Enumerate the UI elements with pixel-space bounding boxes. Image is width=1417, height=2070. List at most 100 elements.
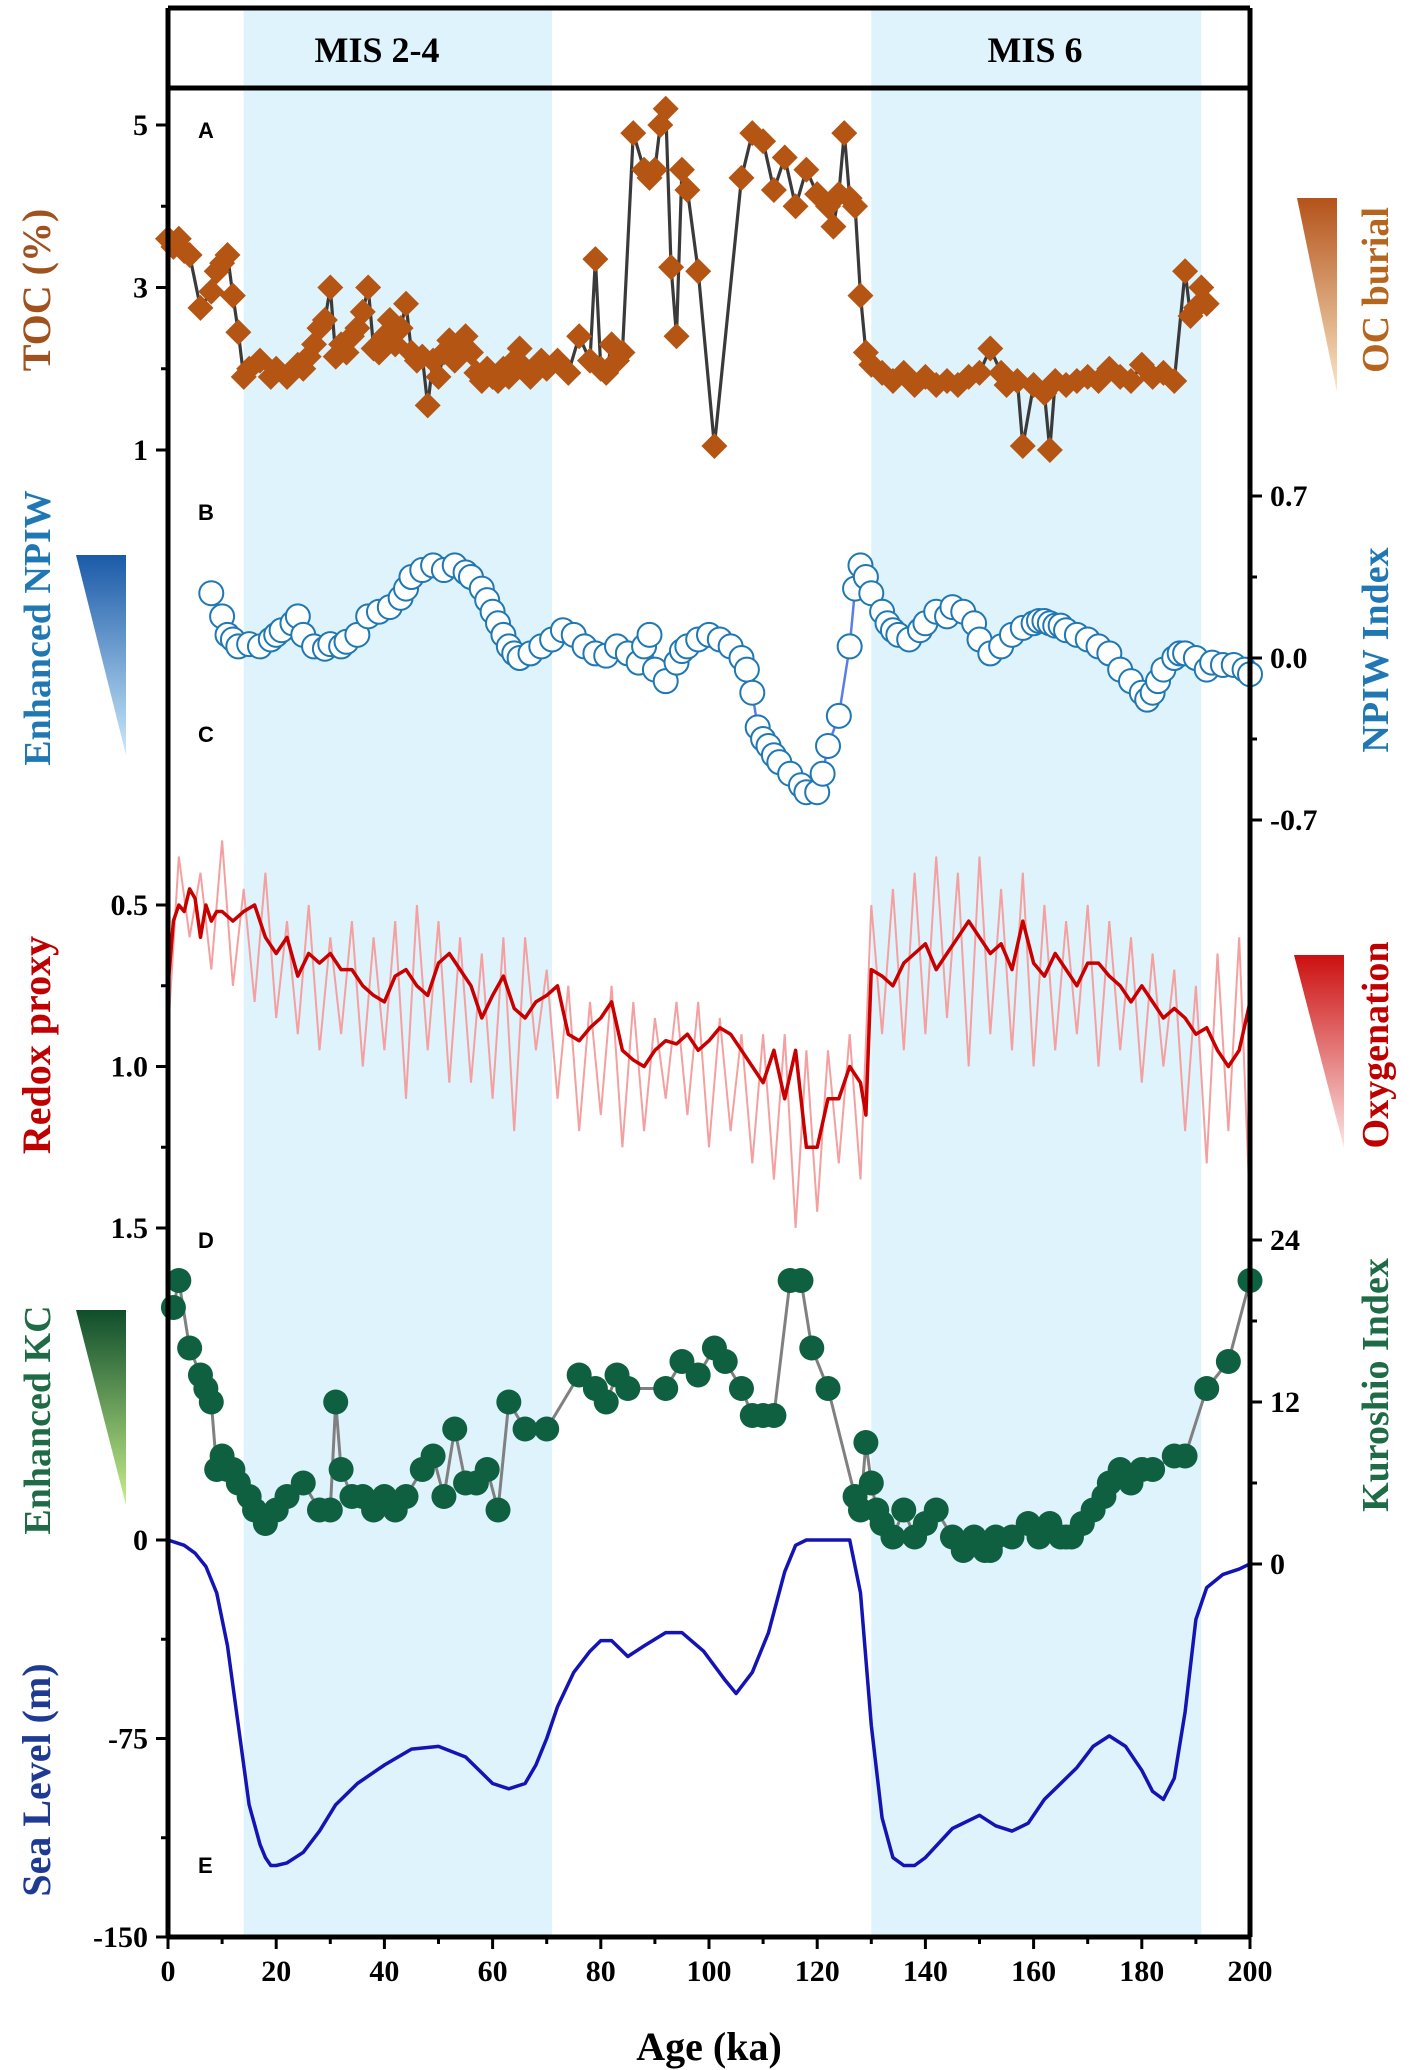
x-tick-label: 0 — [161, 1955, 176, 1988]
toc-point — [674, 177, 701, 203]
toc-point — [317, 274, 344, 301]
toc-point — [582, 246, 609, 273]
npiw-point — [836, 633, 863, 660]
toc-point — [555, 359, 582, 386]
mis-6-label: MIS 6 — [987, 30, 1082, 70]
npiw-point — [198, 580, 225, 607]
x-tick-label: 120 — [795, 1955, 840, 1988]
toc-point — [685, 258, 712, 285]
npiw-tick-label: 0.0 — [1270, 642, 1308, 675]
kuroshio-point — [761, 1403, 787, 1428]
sea-level-axis-title: Sea Level (m) — [14, 1663, 59, 1896]
toc-point — [668, 156, 695, 183]
kuroshio-point — [815, 1376, 841, 1401]
toc-point — [820, 213, 847, 240]
toc-point — [793, 156, 820, 183]
kuroshio-point — [1194, 1376, 1220, 1401]
enhanced-npiw-label: Enhanced NPIW — [17, 490, 59, 766]
kuroshio-point — [198, 1389, 224, 1415]
mis-shade-band-2 — [871, 8, 1202, 1937]
enhanced-kc-label: Enhanced KC — [17, 1305, 59, 1534]
toc-point — [311, 307, 338, 333]
toc-point — [701, 432, 728, 459]
toc-point — [457, 339, 484, 366]
x-tick-label: 180 — [1119, 1955, 1164, 1988]
kuroshio-point — [593, 1389, 619, 1415]
kuroshio-point — [1140, 1457, 1166, 1482]
enhanced-npiw-wedge-icon — [76, 555, 126, 755]
npiw-tick-label: 0.7 — [1270, 480, 1308, 513]
kuroshio-point — [615, 1376, 641, 1401]
toc-point — [652, 95, 679, 122]
toc-point — [728, 164, 755, 191]
toc-tick-label: 5 — [133, 109, 148, 142]
kuroshio-point — [431, 1484, 457, 1509]
toc-point — [1036, 437, 1063, 463]
mis-shading — [243, 8, 1202, 1937]
toc-point — [609, 339, 636, 366]
panel-letter-b: B — [198, 500, 214, 525]
kuroshio-point — [1215, 1349, 1241, 1374]
sea-level-line — [167, 1538, 1251, 1868]
oc-burial-label: OC burial — [1355, 207, 1397, 373]
toc-point — [842, 193, 869, 220]
axes: 0 20 40 60 80 100 120 140 160 180 2005310.70.0-0.7… — [93, 5, 1318, 1988]
x-tick-label: 20 — [261, 1955, 291, 1988]
toc-point — [966, 359, 993, 386]
npiw-point — [739, 679, 766, 706]
toc-point — [393, 290, 420, 317]
sea-level-tick-label: -75 — [108, 1723, 148, 1756]
panel-letter-d: D — [198, 1228, 214, 1253]
x-tick-label: 160 — [1011, 1955, 1056, 1988]
kuroshio-point — [799, 1335, 825, 1361]
oc-burial-wedge-icon — [1297, 198, 1337, 392]
kuroshio-point — [166, 1268, 192, 1293]
x-axis-title: Age (ka) — [636, 2024, 782, 2069]
toc-point — [566, 323, 593, 350]
mis-2-4-label: MIS 2-4 — [315, 30, 440, 70]
toc-point — [355, 274, 382, 301]
kuroshio-index-axis-title: Kuroshio Index — [1355, 1258, 1397, 1512]
kuroshio-point — [653, 1376, 679, 1401]
kuroshio-point — [177, 1335, 203, 1361]
toc-point — [506, 335, 533, 362]
toc-point — [1172, 258, 1199, 285]
kuroshio-point — [880, 1524, 906, 1550]
x-tick-label: 60 — [478, 1955, 508, 1988]
kuroshio-point — [534, 1416, 560, 1442]
npiw-index-axis-title: NPIW Index — [1355, 547, 1397, 752]
kuroshio-point — [393, 1484, 419, 1509]
kuroshio-tick-label: 0 — [1270, 1548, 1285, 1581]
enhanced-kc-wedge-icon — [76, 1310, 126, 1505]
kuroshio-point — [728, 1376, 754, 1401]
npiw-point — [825, 702, 852, 729]
redox-tick-label: 0.5 — [111, 889, 149, 922]
x-tick-label: 80 — [586, 1955, 616, 1988]
toc-point — [658, 254, 685, 281]
toc-point — [760, 177, 787, 203]
x-tick-label: 40 — [369, 1955, 399, 1988]
redox-smoothed-line — [166, 887, 1252, 1150]
redox-axis-title: Redox proxy — [14, 936, 59, 1154]
kuroshio-point — [290, 1470, 316, 1496]
toc-point — [425, 363, 452, 390]
toc-point — [495, 363, 522, 390]
kuroshio-point — [891, 1497, 917, 1523]
plot-area — [155, 95, 1263, 1868]
toc-point — [977, 335, 1004, 362]
kuroshio-tick-label: 24 — [1270, 1224, 1300, 1257]
panel-letter-c: C — [198, 722, 214, 747]
toc-point — [1193, 290, 1220, 317]
toc-tick-label: 1 — [133, 434, 148, 467]
redox-raw-line — [167, 840, 1251, 1229]
x-tick-label: 140 — [903, 1955, 948, 1988]
toc-point — [187, 294, 214, 321]
kuroshio-point — [512, 1416, 538, 1442]
kuroshio-point — [853, 1430, 879, 1455]
x-tick-label: 100 — [687, 1955, 732, 1988]
kuroshio-point — [1172, 1443, 1198, 1469]
toc-point — [219, 282, 246, 309]
kuroshio-point — [496, 1389, 522, 1415]
toc-point — [663, 323, 690, 350]
